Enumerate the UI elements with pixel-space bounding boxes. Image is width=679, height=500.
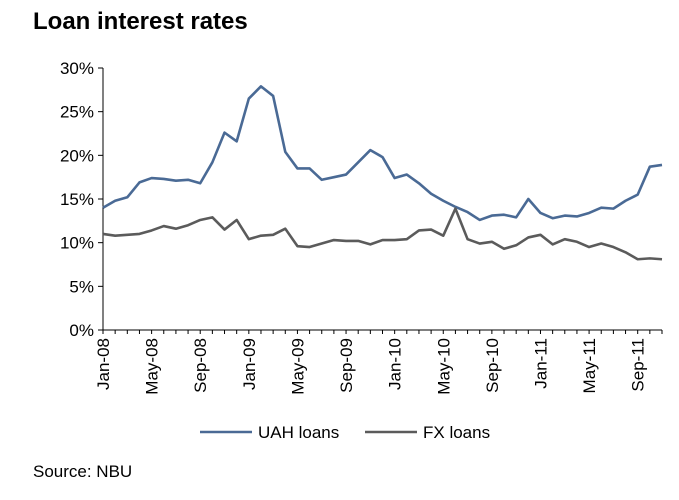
x-tick-label: May-09 — [288, 338, 307, 395]
y-tick-label: 30% — [60, 59, 94, 78]
y-tick-label: 10% — [60, 234, 94, 253]
x-tick-label: Sep-10 — [483, 338, 502, 393]
y-tick-label: 5% — [69, 277, 94, 296]
x-tick-label: May-08 — [143, 338, 162, 395]
y-tick-label: 20% — [60, 146, 94, 165]
legend-label: FX loans — [423, 423, 490, 442]
x-tick-label: Jan-11 — [531, 338, 550, 389]
x-tick-label: Sep-08 — [191, 338, 210, 393]
x-tick-label: Sep-11 — [629, 338, 648, 392]
line-chart: 0% 5% 10% 15% 20% 25% 30% Jan-08 May-08 Sep-08 Jan… — [60, 59, 663, 442]
x-tick-label: Jan-08 — [94, 338, 113, 390]
x-tick-label: Jan-10 — [386, 338, 405, 390]
x-tick-label: Sep-09 — [337, 338, 356, 393]
x-tick-label: Jan-09 — [240, 338, 259, 390]
series-line-uah-loans — [102, 85, 663, 222]
x-tick-label: May-11 — [580, 338, 599, 393]
chart-title: Loan interest rates — [33, 8, 248, 35]
y-tick-label: 15% — [60, 190, 94, 209]
x-tick-label: May-10 — [434, 338, 453, 395]
legend-label: UAH loans — [258, 423, 339, 442]
y-tick-label: 25% — [60, 103, 94, 122]
series-line-fx-loans — [102, 207, 663, 261]
source-note: Source: NBU — [33, 462, 133, 481]
y-tick-label: 0% — [69, 321, 94, 340]
